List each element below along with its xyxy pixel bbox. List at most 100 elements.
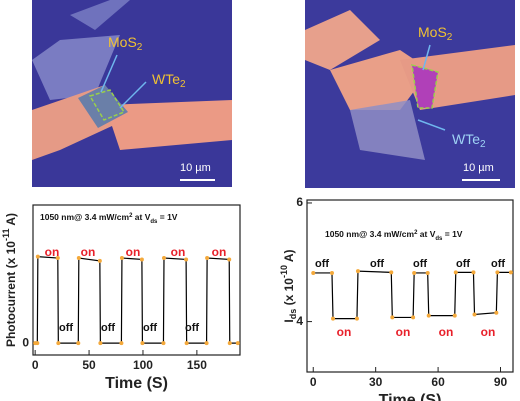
cond-sub: ds: [150, 219, 158, 225]
cond-part: 1050 nm@ 3.4 mW/cm: [325, 229, 415, 239]
chart: 0 50 100 150 0 Time (S) Photocurrent (x 10-11 …: [1, 204, 241, 392]
data-point: [355, 269, 360, 274]
data-point: [119, 341, 124, 346]
data-point: [412, 270, 417, 275]
y-label-part: Photocurrent (x 10: [4, 241, 18, 347]
y-label-sub: ds: [288, 309, 298, 320]
cond-part: = 1V: [442, 229, 462, 239]
scale-bar-label: 10 µm: [463, 162, 494, 174]
data-point: [495, 270, 500, 275]
data-point: [76, 256, 81, 261]
y-axis-label: Ids (x 10-10 A): [279, 249, 298, 322]
off-label: off: [101, 322, 115, 334]
chart: 0 30 60 90 4 6 Time (S) Ids (x 10-10 A) 1050 nm@…: [279, 195, 514, 401]
off-label: off: [370, 258, 384, 270]
x-axis-label: Time (S): [379, 392, 442, 401]
micrograph-right: MoS2 WTe2 10 µm: [305, 0, 515, 188]
data-point: [56, 341, 61, 346]
off-label: off: [185, 322, 199, 334]
y-tick-label: 0: [22, 335, 29, 349]
data-point: [390, 315, 395, 320]
on-label: on: [439, 325, 454, 339]
data-point: [389, 270, 394, 275]
on-label: on: [337, 325, 352, 339]
data-point: [453, 270, 458, 275]
data-point: [97, 258, 102, 263]
on-label: on: [126, 245, 141, 259]
data-point: [227, 341, 232, 346]
data-point: [55, 256, 60, 261]
x-tick-label: 100: [133, 358, 153, 372]
cond-part: = 1V: [157, 212, 177, 222]
plot-frame: [32, 204, 241, 356]
cond-part: 1050 nm@ 3.4 mW/cm: [40, 212, 130, 222]
image-label: MoS2: [418, 24, 453, 43]
data-point: [204, 341, 209, 346]
data-point: [426, 313, 431, 318]
data-point: [161, 256, 166, 261]
data-point: [98, 341, 103, 346]
data-point: [472, 312, 477, 317]
data-point: [331, 316, 336, 321]
data-point: [329, 270, 334, 275]
on-label: on: [481, 325, 496, 339]
data-point: [411, 315, 416, 320]
y-label-sup: -11: [1, 229, 11, 242]
x-tick-label: 30: [369, 375, 383, 389]
data-line: [35, 255, 238, 344]
data-point: [184, 257, 189, 262]
plot-frame: [306, 199, 514, 373]
data-point: [35, 341, 40, 346]
off-label: off: [456, 258, 470, 270]
data-point: [425, 270, 430, 275]
x-tick-label: 50: [82, 358, 96, 372]
on-label: on: [396, 325, 411, 339]
y-label-sup: -10: [279, 265, 289, 278]
cond-sup: 2: [414, 230, 418, 236]
condition-note: 1050 nm@ 3.4 mW/cm2 at Vds = 1V: [325, 229, 463, 241]
y-tick-label: 6: [296, 195, 303, 209]
data-point: [184, 341, 189, 346]
data-point: [494, 310, 499, 315]
x-tick-label: 90: [494, 375, 508, 389]
data-point: [311, 270, 316, 275]
on-label: on: [212, 245, 227, 259]
scale-bar-label: 10 µm: [180, 162, 211, 174]
x-axis-label: Time (S): [105, 375, 168, 392]
y-tick-label: 4: [296, 314, 303, 328]
data-point: [119, 256, 124, 261]
micrograph-left: MoS2 WTe2 10 µm: [32, 0, 232, 187]
image-label: WTe2: [152, 71, 186, 90]
cond-part: at V: [417, 229, 435, 239]
y-label-part: A): [4, 213, 18, 229]
on-label: on: [81, 245, 96, 259]
y-axis-label: Photocurrent (x 10-11 A): [1, 213, 18, 347]
data-point: [354, 316, 359, 321]
data-line: [313, 270, 511, 320]
data-point: [452, 313, 457, 318]
image-label: MoS2: [108, 34, 143, 53]
data-point: [235, 341, 240, 346]
data-point: [140, 341, 145, 346]
x-tick-label: 150: [187, 358, 207, 372]
x-tick-label: 60: [431, 375, 445, 389]
y-label-part: I: [282, 319, 296, 322]
off-label: off: [491, 258, 505, 270]
image-label: WTe2: [452, 131, 486, 150]
off-label: off: [413, 258, 427, 270]
on-label: on: [171, 245, 186, 259]
data-point: [161, 341, 166, 346]
data-point: [471, 270, 476, 275]
data-point: [76, 341, 81, 346]
x-tick-label: 0: [32, 358, 39, 372]
cond-sub: ds: [435, 236, 443, 242]
y-label-part: (x 10: [282, 278, 296, 309]
data-point: [205, 256, 210, 261]
off-label: off: [143, 322, 157, 334]
x-tick-label: 0: [310, 375, 317, 389]
on-label: on: [45, 245, 60, 259]
cond-sup: 2: [129, 213, 133, 219]
data-point: [35, 254, 40, 259]
condition-note: 1050 nm@ 3.4 mW/cm2 at Vds = 1V: [40, 212, 178, 224]
